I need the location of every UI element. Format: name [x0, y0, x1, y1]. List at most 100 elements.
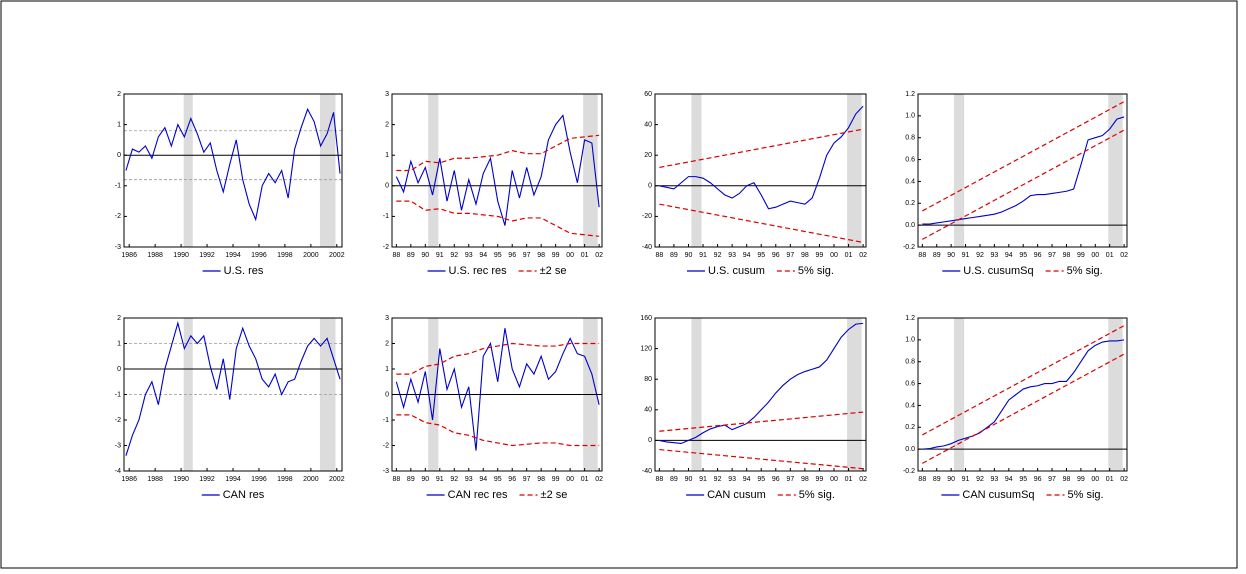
series-line: [922, 339, 1125, 450]
y-tick-label: 1: [117, 121, 121, 128]
y-tick-label: -0.2: [903, 468, 915, 475]
y-tick-label: 0.4: [905, 178, 915, 185]
x-tick-label: 99: [552, 252, 560, 259]
y-tick-label: 0.0: [905, 446, 915, 453]
y-tick-label: 1.0: [905, 337, 915, 344]
y-tick-label: -1: [115, 391, 121, 398]
legend-label: CAN cusum: [707, 489, 766, 501]
x-tick-label: 98: [801, 476, 809, 483]
x-tick-label: 1996: [251, 476, 267, 483]
y-tick-label: 0.8: [905, 135, 915, 142]
recession-shade: [954, 318, 965, 471]
x-tick-label: 96: [1034, 476, 1042, 483]
x-tick-label: 00: [830, 476, 838, 483]
x-tick-label: 98: [1063, 476, 1071, 483]
chart: -0.2 0.0 0.2 0.4 0.6 0.8 1.0 1.2 88 89 90 91 92 93 94 9…: [903, 315, 1128, 501]
x-tick-label: 90: [421, 476, 429, 483]
plot-frame: [917, 317, 1128, 472]
x-tick-label: 01: [845, 476, 853, 483]
chart: -3 -2 -1 0 1 2 1986 1988 1990 1992 1994 1996 1998 200…: [115, 91, 345, 277]
y-tick-label: 0: [385, 391, 389, 398]
recession-shade: [847, 94, 862, 247]
y-tick-label: 160: [640, 315, 652, 322]
x-tick-label: 96: [508, 476, 516, 483]
x-tick-label: 92: [976, 476, 984, 483]
legend-label: U.S. cusum: [708, 265, 765, 277]
x-tick-label: 95: [494, 252, 502, 259]
y-tick-label: -2: [115, 417, 121, 424]
x-tick-label: 02: [859, 476, 867, 483]
x-tick-label: 89: [407, 476, 415, 483]
plot-frame: [654, 317, 867, 472]
x-tick-label: 88: [655, 252, 663, 259]
x-tick-label: 94: [743, 252, 751, 259]
y-tick-label: -4: [115, 468, 121, 475]
y-tick-label: 0: [648, 183, 652, 190]
x-tick-label: 89: [407, 252, 415, 259]
x-tick-label: 98: [537, 476, 545, 483]
series-line: [125, 107, 341, 222]
legend-label: 5% sig.: [799, 489, 835, 501]
x-tick-label: 93: [990, 476, 998, 483]
band-line: [396, 200, 600, 237]
x-tick-label: 02: [595, 476, 603, 483]
y-tick-label: -3: [115, 442, 121, 449]
x-tick-label: 96: [772, 476, 780, 483]
legend: CAN cusum 5% sig.: [686, 489, 835, 501]
legend: U.S. cusumSq 5% sig.: [942, 265, 1103, 277]
plot-frame: [391, 93, 603, 248]
x-tick-label: 1992: [199, 476, 215, 483]
x-tick-label: 93: [990, 252, 998, 259]
x-tick-label: 91: [699, 252, 707, 259]
y-tick-label: 120: [640, 345, 652, 352]
legend-label: 5% sig.: [1068, 489, 1104, 501]
y-tick-label: -1: [383, 417, 389, 424]
legend-label: 5% sig.: [1067, 265, 1103, 277]
legend: CAN res: [201, 489, 265, 501]
y-tick-label: -3: [383, 468, 389, 475]
x-tick-label: 1994: [225, 476, 241, 483]
legend: U.S. cusum 5% sig.: [687, 265, 834, 277]
series-line: [659, 105, 864, 210]
x-tick-label: 93: [728, 252, 736, 259]
y-tick-label: 60: [644, 91, 652, 98]
x-tick-label: 02: [595, 252, 603, 259]
x-tick-label: 00: [566, 252, 574, 259]
x-tick-label: 1994: [225, 252, 241, 259]
x-tick-label: 1998: [277, 252, 293, 259]
y-tick-label: 1: [117, 340, 121, 347]
chart: -40 0 40 80 120 160 88 89 90 91 92 93 94 95 96 97 98 99 00…: [640, 315, 867, 501]
recession-shade: [583, 94, 598, 247]
y-tick-label: 2: [385, 121, 389, 128]
x-tick-label: 97: [1048, 476, 1056, 483]
x-tick-label: 96: [772, 252, 780, 259]
x-tick-label: 88: [918, 476, 926, 483]
y-tick-label: -40: [642, 244, 652, 251]
x-tick-label: 92: [450, 252, 458, 259]
y-tick-label: -2: [115, 213, 121, 220]
band-line: [659, 128, 864, 169]
x-tick-label: 90: [685, 476, 693, 483]
y-tick-label: -1: [383, 213, 389, 220]
y-tick-label: 3: [385, 91, 389, 98]
x-tick-label: 02: [1120, 476, 1128, 483]
y-tick-label: 2: [117, 91, 121, 98]
y-tick-label: 0: [117, 366, 121, 373]
legend: U.S. res: [202, 265, 264, 277]
x-tick-label: 91: [436, 252, 444, 259]
y-tick-label: 3: [385, 315, 389, 322]
x-tick-label: 92: [976, 252, 984, 259]
x-tick-label: 99: [816, 476, 824, 483]
x-tick-label: 90: [421, 252, 429, 259]
x-tick-label: 01: [581, 252, 589, 259]
band-line: [396, 342, 600, 375]
x-tick-label: 91: [962, 252, 970, 259]
x-tick-label: 90: [947, 476, 955, 483]
y-tick-label: 2: [385, 340, 389, 347]
x-tick-label: 99: [816, 252, 824, 259]
x-tick-label: 92: [714, 252, 722, 259]
band-line: [922, 325, 1125, 436]
